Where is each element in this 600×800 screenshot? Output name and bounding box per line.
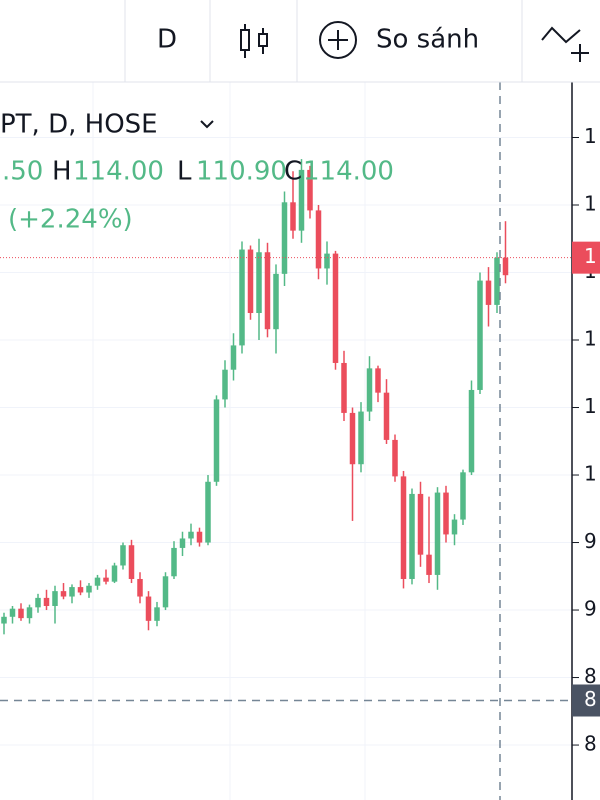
candle-body [239, 249, 245, 346]
candle-body [451, 519, 458, 535]
candle-body [332, 253, 339, 363]
candle-body [94, 577, 101, 586]
chart-type-icon[interactable] [240, 24, 268, 58]
candle-body [171, 547, 177, 577]
candle-body [154, 607, 160, 621]
compare-icon[interactable] [319, 21, 357, 59]
candle-body [103, 577, 109, 582]
last-price-tag [572, 241, 600, 274]
candle-body [26, 607, 33, 619]
candle-body [426, 554, 432, 575]
y-tick-label: 8 [584, 732, 597, 756]
crosshair-tag [572, 684, 600, 717]
y-tick-label: 8 [584, 664, 597, 688]
toolbar-bg [0, 0, 600, 82]
candle-body [392, 439, 398, 477]
compare-button[interactable]: So sánh [376, 25, 479, 55]
candle-body [417, 493, 424, 555]
candle-body [443, 492, 449, 535]
candle-body [213, 399, 220, 482]
legend: PT, D, HOSE .50 H 114.00 L 110.90 C 114.… [0, 110, 394, 235]
candle-body [290, 202, 296, 231]
candle-body [9, 608, 16, 617]
candle-body [69, 587, 75, 597]
symbol-chevron[interactable] [200, 120, 214, 129]
y-tick-label: 1 [584, 394, 597, 418]
last-price-label: 1 [584, 244, 597, 268]
candle-body [247, 249, 254, 314]
candle-body [86, 585, 92, 593]
y-tick-label: 1 [584, 462, 597, 486]
high-value: 114.00 [73, 157, 164, 187]
candle-body [35, 597, 41, 608]
plot: 111111998818 [0, 82, 600, 800]
symbol[interactable]: PT, D, HOSE [0, 110, 158, 140]
candle-body [375, 368, 381, 393]
candle-body [502, 257, 509, 276]
candle-body [324, 253, 330, 269]
candle-body [188, 531, 194, 539]
candle-body [120, 545, 126, 566]
candle-body [281, 202, 288, 274]
candle-body [179, 538, 186, 548]
candle-body [273, 273, 279, 330]
y-tick-label: 1 [584, 191, 597, 215]
candle-body [264, 252, 271, 330]
indicator-icon[interactable] [541, 26, 589, 62]
low-label: L [177, 157, 192, 187]
y-tick-label: 9 [584, 597, 597, 621]
candle-body [256, 252, 262, 314]
change-value: (+2.24%) [8, 205, 133, 235]
candle-body [494, 257, 500, 305]
candle-body [485, 280, 492, 305]
candle-body [1, 616, 7, 624]
candle-body [400, 476, 407, 579]
candle-body [162, 576, 169, 608]
candle-body [137, 578, 143, 597]
candle-body [77, 587, 84, 593]
candle-body [230, 345, 237, 370]
crosshair-label: 8 [584, 687, 597, 711]
close-label: C [284, 157, 302, 187]
candle-body [111, 565, 118, 582]
candle-body [460, 472, 466, 520]
candle-body [196, 531, 203, 543]
close-value: 114.00 [303, 157, 394, 187]
candle-body [145, 596, 152, 621]
candle-body [315, 210, 322, 269]
toolbar: D So sánh [0, 0, 600, 83]
y-tick-label: 1 [584, 327, 597, 351]
candle-body [383, 392, 390, 440]
candle-body [222, 369, 228, 400]
candle-body [52, 591, 58, 606]
y-tick-label: 1 [584, 124, 597, 148]
high-label: H [52, 157, 72, 187]
candle-body [349, 412, 356, 465]
low-value: 110.90 [196, 157, 287, 187]
candle-body [298, 169, 305, 231]
candle-body [468, 389, 475, 473]
candle-body [43, 597, 50, 606]
candle-body [307, 169, 313, 211]
candle-body [341, 362, 347, 413]
candle-body [366, 368, 373, 412]
interval-button[interactable]: D [157, 25, 177, 55]
candle-body [18, 608, 24, 619]
y-tick-label: 9 [584, 529, 597, 553]
candle-body [128, 545, 135, 579]
candle-body [205, 481, 211, 543]
candle-body [358, 411, 364, 465]
candle-body [477, 280, 483, 390]
candle-body [409, 493, 415, 579]
candle-body [60, 591, 67, 597]
open-value: .50 [2, 157, 43, 187]
candle-body [434, 492, 441, 575]
